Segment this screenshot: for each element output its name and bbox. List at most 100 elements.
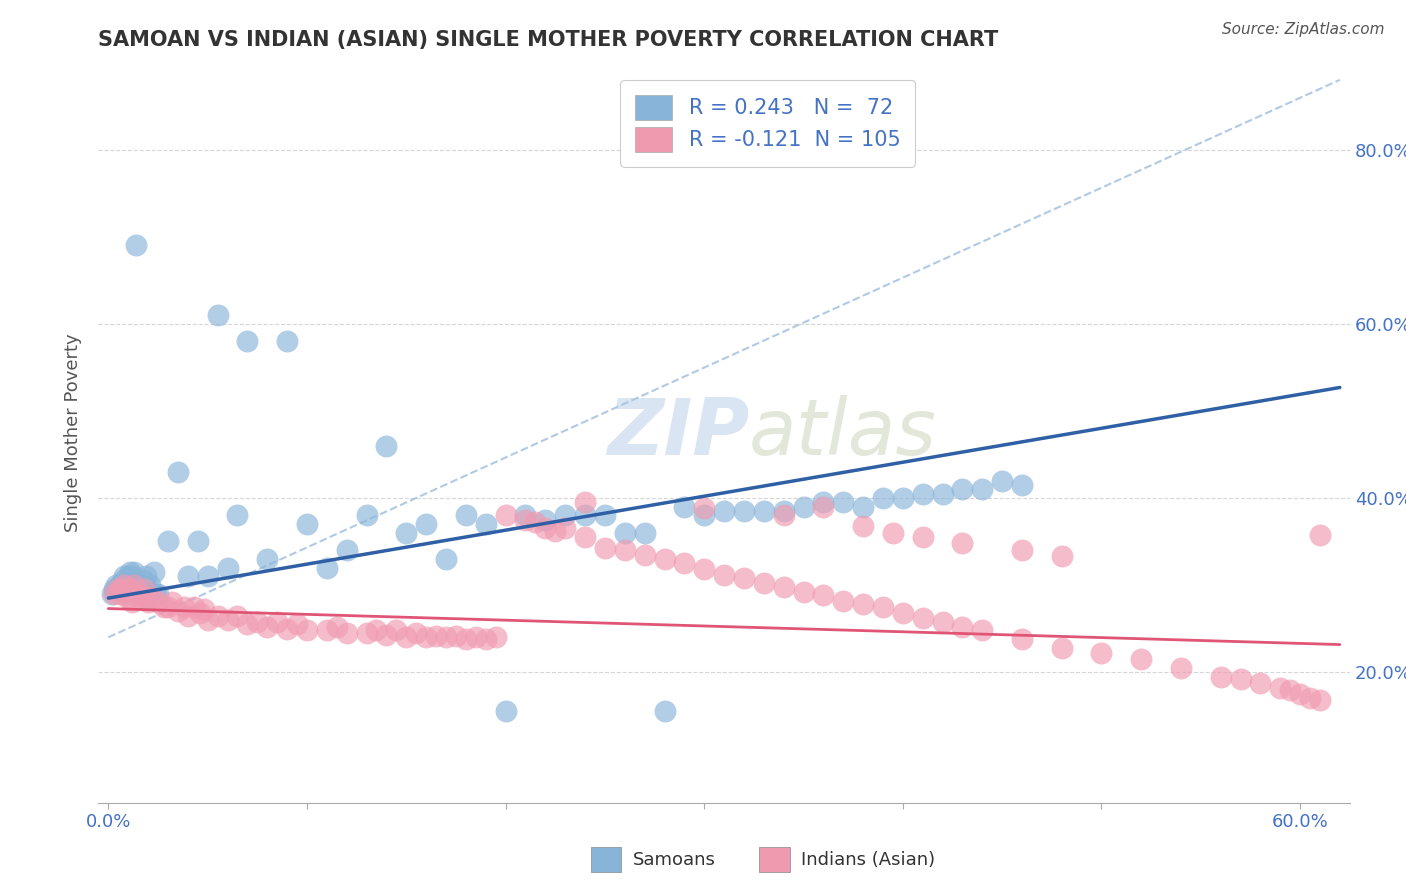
Point bbox=[110, 578, 132, 592]
Point bbox=[160, 595, 183, 609]
Point bbox=[1309, 527, 1331, 541]
Point bbox=[117, 569, 139, 583]
Point bbox=[315, 560, 337, 574]
Point bbox=[197, 569, 219, 583]
Point bbox=[145, 587, 167, 601]
Point bbox=[1011, 543, 1033, 558]
Point bbox=[1309, 693, 1331, 707]
Point bbox=[183, 599, 205, 614]
Point bbox=[693, 562, 716, 576]
Point bbox=[515, 513, 537, 527]
Point bbox=[217, 560, 239, 574]
Point bbox=[173, 599, 195, 614]
Point bbox=[495, 508, 517, 523]
Point bbox=[793, 585, 815, 599]
Point bbox=[356, 626, 378, 640]
Point bbox=[156, 534, 179, 549]
Point bbox=[236, 334, 259, 348]
Point bbox=[654, 704, 676, 718]
Point bbox=[852, 597, 875, 611]
Point bbox=[911, 530, 934, 544]
Text: ZIP: ZIP bbox=[607, 394, 749, 471]
Point bbox=[495, 704, 517, 718]
Point bbox=[107, 582, 129, 597]
Point bbox=[693, 501, 716, 516]
Point bbox=[256, 620, 278, 634]
Point bbox=[1050, 549, 1073, 564]
Point bbox=[103, 587, 125, 601]
Point bbox=[872, 491, 894, 505]
Point bbox=[193, 602, 215, 616]
Point bbox=[713, 504, 735, 518]
Point bbox=[385, 624, 408, 638]
Point bbox=[156, 599, 179, 614]
Point bbox=[1229, 672, 1251, 686]
Point bbox=[434, 630, 457, 644]
Point bbox=[693, 508, 716, 523]
Point bbox=[115, 582, 138, 597]
Point bbox=[1270, 681, 1292, 695]
Point bbox=[112, 569, 135, 583]
Point bbox=[593, 508, 616, 523]
Point bbox=[554, 508, 576, 523]
Point bbox=[554, 521, 576, 535]
Point bbox=[654, 552, 676, 566]
Point bbox=[136, 595, 159, 609]
Point bbox=[832, 593, 855, 607]
Point bbox=[1050, 640, 1073, 655]
Point bbox=[336, 626, 359, 640]
Point bbox=[793, 500, 815, 514]
Point bbox=[153, 599, 176, 614]
Point bbox=[336, 543, 359, 558]
Point bbox=[226, 508, 249, 523]
Point bbox=[613, 543, 636, 558]
Point bbox=[464, 630, 486, 644]
Point bbox=[129, 587, 152, 601]
Point bbox=[891, 606, 914, 620]
Point bbox=[911, 486, 934, 500]
Point bbox=[131, 591, 153, 606]
Point bbox=[474, 632, 496, 646]
Point bbox=[105, 578, 128, 592]
Point bbox=[103, 582, 125, 597]
Point bbox=[1299, 691, 1322, 706]
Point bbox=[141, 591, 163, 606]
Text: Samoans: Samoans bbox=[633, 851, 716, 869]
Point bbox=[673, 556, 696, 570]
Point bbox=[972, 482, 994, 496]
Point bbox=[356, 508, 378, 523]
Point bbox=[485, 630, 508, 644]
Point bbox=[143, 565, 166, 579]
Point bbox=[1090, 646, 1112, 660]
Point bbox=[673, 500, 696, 514]
Point bbox=[991, 474, 1014, 488]
Point bbox=[544, 524, 567, 538]
Point bbox=[187, 534, 209, 549]
Point bbox=[454, 508, 477, 523]
Point bbox=[1011, 478, 1033, 492]
Text: Indians (Asian): Indians (Asian) bbox=[801, 851, 935, 869]
Point bbox=[375, 628, 398, 642]
Point bbox=[122, 578, 145, 592]
Point bbox=[101, 587, 124, 601]
Point bbox=[882, 525, 904, 540]
Point bbox=[1170, 661, 1192, 675]
Point bbox=[733, 504, 755, 518]
Point bbox=[454, 632, 477, 646]
Point bbox=[1011, 632, 1033, 646]
Point bbox=[593, 541, 616, 556]
Point bbox=[285, 617, 308, 632]
Point bbox=[931, 486, 953, 500]
Point bbox=[633, 525, 655, 540]
Point bbox=[276, 334, 298, 348]
Point bbox=[326, 620, 349, 634]
Point bbox=[177, 569, 200, 583]
Text: Source: ZipAtlas.com: Source: ZipAtlas.com bbox=[1222, 22, 1385, 37]
Point bbox=[1209, 669, 1232, 683]
Text: SAMOAN VS INDIAN (ASIAN) SINGLE MOTHER POVERTY CORRELATION CHART: SAMOAN VS INDIAN (ASIAN) SINGLE MOTHER P… bbox=[98, 29, 998, 50]
Point bbox=[107, 582, 129, 597]
Point bbox=[772, 580, 794, 594]
Point bbox=[752, 576, 775, 591]
Point bbox=[1249, 675, 1271, 690]
Point bbox=[772, 508, 794, 523]
